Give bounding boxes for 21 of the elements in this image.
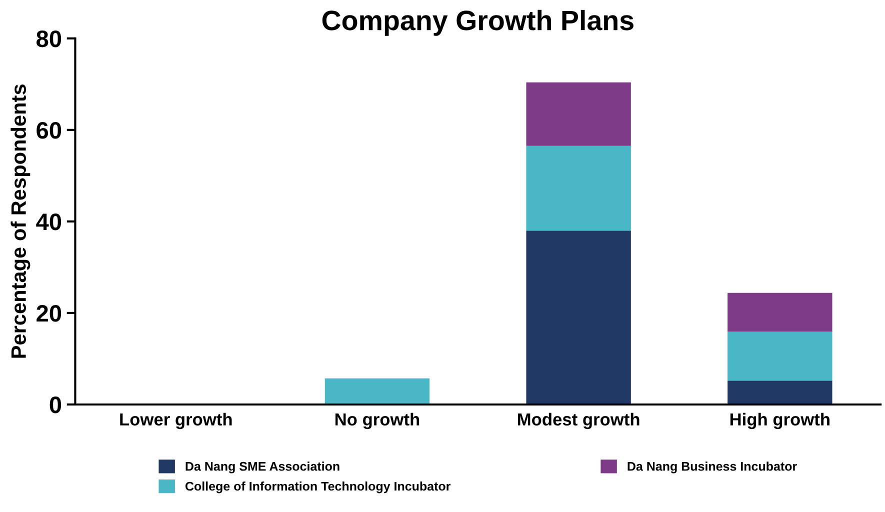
bar <box>728 292 832 332</box>
x-tick-label: No growth <box>335 412 420 430</box>
y-tick-label: 60 <box>36 122 62 139</box>
y-tick-label: 40 <box>36 214 62 230</box>
bar <box>728 332 832 381</box>
x-tick-label: Lower growth <box>120 412 232 430</box>
bar <box>324 378 430 404</box>
bar <box>526 146 631 231</box>
legend-label: Da Nang SME Association <box>186 462 340 474</box>
y-tick-label: 20 <box>36 305 62 322</box>
y-axis-title: Percentage of Respondents <box>10 84 30 358</box>
y-tick-label: 80 <box>36 30 62 48</box>
x-tick-label: High growth <box>730 412 830 430</box>
bar <box>728 380 832 404</box>
bar <box>526 82 631 146</box>
chart-title: Company Growth Plans <box>322 10 634 36</box>
x-tick-label: Modest growth <box>518 412 640 430</box>
legend-label: Da Nang Business Incubator <box>628 462 797 474</box>
bar <box>526 230 631 404</box>
y-tick-label: 0 <box>50 396 62 414</box>
legend-label: College of Information Technology Incubator <box>185 482 451 494</box>
